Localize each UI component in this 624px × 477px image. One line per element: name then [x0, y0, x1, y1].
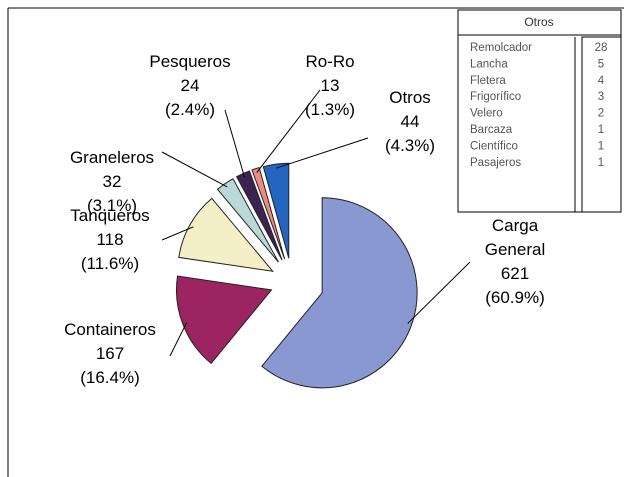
slice-label-values: 167	[95, 344, 125, 363]
leader-line	[407, 261, 471, 324]
table-count: 1	[598, 157, 604, 169]
pie-slice	[235, 170, 283, 261]
slice-label-percent-labels: (1.3%)	[304, 100, 356, 119]
slice-label-percent-labels: (16.4%)	[80, 368, 140, 387]
pie-slice	[251, 167, 286, 260]
table-count: 4	[598, 75, 605, 87]
slice-label-categories: Otros	[389, 88, 431, 107]
slice-label-categories: Tanqueros	[70, 206, 150, 225]
table-name: Fletera	[470, 75, 506, 87]
leader-line	[161, 226, 194, 241]
slice-label-values: 44	[400, 112, 420, 131]
pie-slice	[216, 178, 279, 263]
table-count: 28	[595, 42, 608, 54]
table-count: 1	[598, 140, 604, 152]
slice-label-values: 32	[102, 172, 122, 191]
table-count: 2	[598, 108, 604, 120]
slice-label: Pesqueros 24 (2.4%)	[120, 50, 260, 122]
table-title: Otros	[524, 15, 553, 29]
table-name: Remolcador	[470, 42, 532, 54]
table-count: 3	[598, 91, 604, 103]
slice-label-values: 24	[180, 76, 200, 95]
table-name: Pasajeros	[470, 157, 521, 169]
leader-line	[256, 89, 321, 173]
slice-label-values: 118	[96, 230, 124, 249]
table-name: Frigorífico	[470, 91, 521, 103]
slice-label: Containeros 167 (16.4%)	[40, 318, 180, 390]
pie-slice	[175, 275, 273, 365]
table-count: 5	[598, 58, 604, 70]
slice-label-values: 621	[500, 264, 530, 283]
slice-label: Graneleros 32 (3.1%)	[42, 146, 182, 218]
slice-label-categories: Containeros	[64, 320, 156, 339]
pie-slice	[178, 197, 275, 272]
slice-label-percent-labels: (3.1%)	[86, 196, 138, 215]
slice-label-categories: Graneleros	[69, 148, 155, 167]
table-name: Barcaza	[470, 124, 513, 136]
slice-label-values: 13	[320, 76, 340, 95]
slice-label: Ro-Ro 13 (1.3%)	[290, 50, 370, 122]
table-number-box	[581, 36, 622, 213]
slice-label-percent-labels: (11.6%)	[80, 254, 140, 273]
leader-line	[224, 109, 246, 178]
table-name: Lancha	[470, 58, 508, 70]
table-name: Velero	[470, 108, 503, 120]
slice-label-percent-labels: (2.4%)	[164, 100, 216, 119]
slice-label-percent-labels: (60.9%)	[485, 288, 545, 307]
table-count: 1	[598, 124, 604, 136]
slice-label-percent-labels: (4.3%)	[384, 136, 436, 155]
table-name: Científico	[470, 140, 518, 152]
leader-line	[169, 322, 188, 357]
slice-label: Carga General 621 (60.9%)	[480, 214, 550, 310]
pie-slice	[262, 162, 290, 259]
slice-label-categories: Carga General	[484, 216, 546, 259]
leader-line	[276, 137, 369, 169]
slice-label: Otros 44 (4.3%)	[370, 86, 450, 158]
slice-label: Tanqueros 118 (11.6%)	[40, 204, 180, 276]
leader-line	[161, 151, 228, 188]
slice-label-categories: Pesqueros	[149, 52, 231, 71]
pie-slice	[261, 197, 418, 389]
slice-label-categories: Ro-Ro	[305, 52, 355, 71]
